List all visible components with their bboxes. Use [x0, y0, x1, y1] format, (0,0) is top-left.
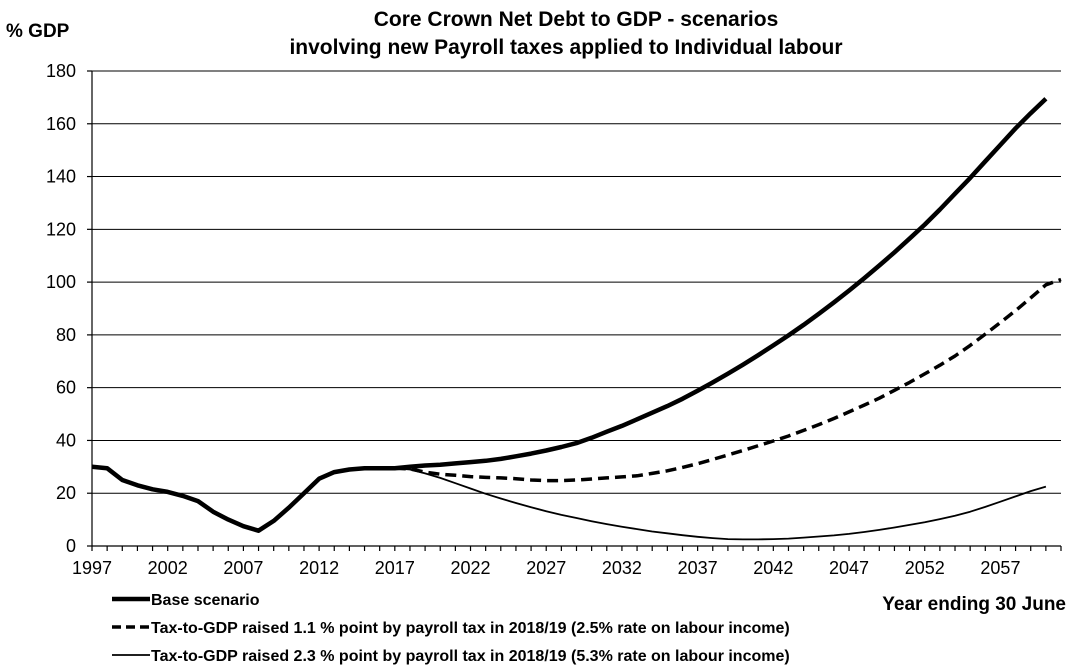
series-lines: [91, 97, 1062, 541]
x-axis-label: Year ending 30 June: [882, 594, 1066, 615]
x-tick-label-2032: 2032: [602, 558, 642, 578]
x-tick-label-2012: 2012: [299, 558, 339, 578]
x-tick-label-2022: 2022: [450, 558, 490, 578]
chart-title-line1: Core Crown Net Debt to GDP - scenarios: [374, 8, 779, 31]
y-tick-label-40: 40: [56, 430, 76, 450]
gridlines: [92, 70, 1061, 494]
x-tick-label-2042: 2042: [753, 558, 793, 578]
x-tick-label-2047: 2047: [829, 558, 869, 578]
y-tick-label-60: 60: [56, 378, 76, 398]
x-tick-labels: 1997 2002 2007 2012 2017 2022 2027 2032 2037 2042…: [72, 558, 1020, 578]
series-line-2: [394, 277, 1062, 483]
x-tick-label-2017: 2017: [375, 558, 415, 578]
y-tick-label-20: 20: [56, 483, 76, 503]
legend-label-3: Tax-to-GDP raised 2.3 % point by payroll…: [151, 648, 790, 665]
x-tick-label-2007: 2007: [223, 558, 263, 578]
x-tick-label-2052: 2052: [905, 558, 945, 578]
y-tick-label-100: 100: [46, 272, 76, 292]
y-axis-label: % GDP: [6, 21, 70, 42]
legend-label-2: Tax-to-GDP raised 1.1 % point by payroll…: [151, 620, 790, 637]
x-tick-label-2002: 2002: [148, 558, 188, 578]
y-tick-label-0: 0: [66, 536, 76, 556]
legend-label-1: Base scenario: [151, 592, 260, 609]
y-tick-label-180: 180: [46, 61, 76, 81]
y-tick-labels: 0 20 40 60 80 100 120 140 160 180: [46, 61, 76, 556]
y-tick-label-140: 140: [46, 167, 76, 187]
chart-title-line2: involving new Payroll taxes applied to I…: [289, 36, 842, 59]
x-tick-label-1997: 1997: [72, 558, 112, 578]
y-tick-label-160: 160: [46, 114, 76, 134]
x-tick-label-2027: 2027: [526, 558, 566, 578]
legend: Base scenario Tax-to-GDP raised 1.1 % poi…: [112, 592, 790, 665]
x-tick-label-2037: 2037: [678, 558, 718, 578]
series-line-3: [394, 467, 1047, 541]
y-tick-label-120: 120: [46, 219, 76, 239]
y-tick-label-80: 80: [56, 325, 76, 345]
series-line-1: [91, 97, 1048, 533]
x-tick-label-2057: 2057: [980, 558, 1020, 578]
